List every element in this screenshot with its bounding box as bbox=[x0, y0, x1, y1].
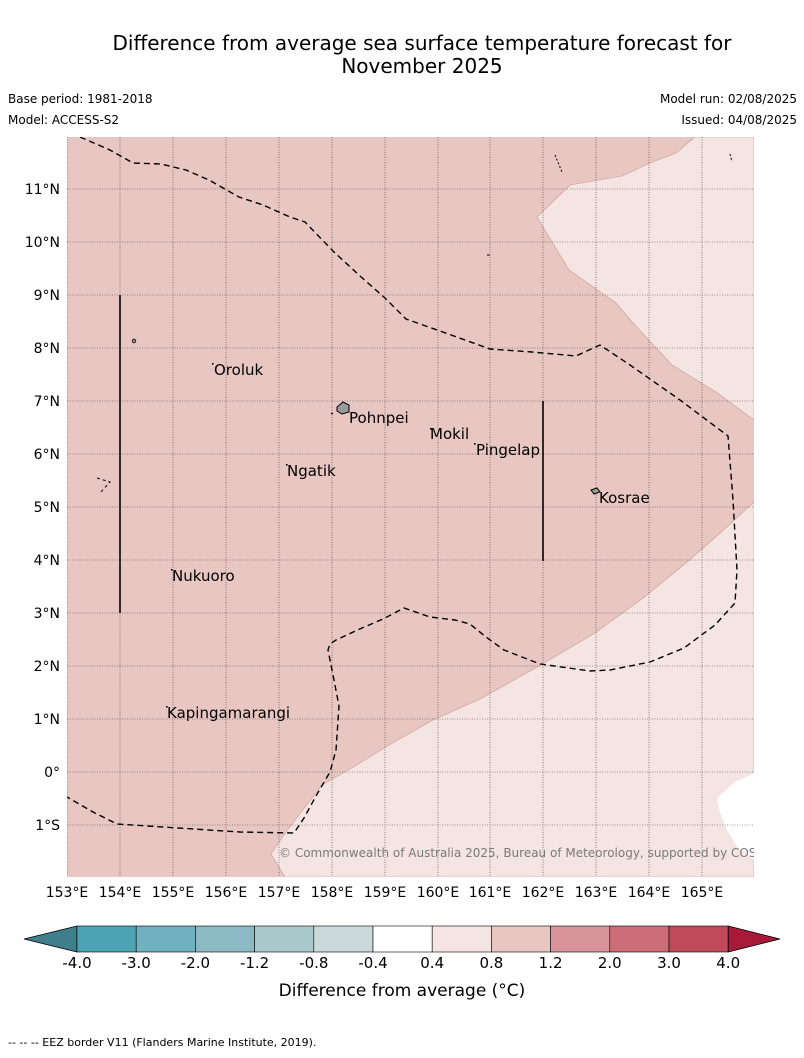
colorbar-segment bbox=[609, 925, 670, 953]
lon-label: 153°E bbox=[46, 885, 89, 901]
island-marker bbox=[474, 443, 476, 445]
lon-label: 163°E bbox=[575, 885, 618, 901]
lat-label: 11°N bbox=[25, 182, 60, 198]
colorbar-tick-label: 2.0 bbox=[597, 954, 622, 972]
colorbar-tick-label: 0.4 bbox=[420, 954, 445, 972]
colorbar bbox=[23, 925, 781, 953]
colorbar-tick-label: -3.0 bbox=[121, 954, 151, 972]
lat-label: 9°N bbox=[34, 288, 60, 304]
map-copyright: © Commonwealth of Australia 2025, Bureau… bbox=[279, 846, 784, 860]
colorbar-segment bbox=[491, 925, 551, 953]
anomaly-fill-04-08-south bbox=[270, 501, 754, 877]
colorbar-tick-label: -2.0 bbox=[180, 954, 211, 972]
lon-label: 158°E bbox=[311, 885, 354, 901]
colorbar-tick-label: 4.0 bbox=[716, 954, 741, 972]
lat-label: 5°N bbox=[34, 500, 60, 516]
model-run: Model run: 02/08/2025 bbox=[659, 92, 797, 106]
lat-label: 2°N bbox=[34, 659, 60, 675]
pohnpei-island bbox=[336, 401, 350, 415]
colorbar-extend-high bbox=[727, 925, 781, 953]
colorbar-extend-low bbox=[23, 925, 78, 953]
place-label-oroluk: Oroluk bbox=[214, 361, 263, 379]
place-label-kapingamarangi: Kapingamarangi bbox=[167, 704, 290, 722]
colorbar-tick-label: -0.8 bbox=[299, 954, 329, 972]
map-title: Difference from average sea surface temp… bbox=[0, 32, 804, 78]
lon-label: 160°E bbox=[417, 885, 460, 901]
lon-axis-labels: 153°E 154°E 155°E 156°E 157°E 158°E 159°E 160°E… bbox=[46, 885, 724, 901]
colorbar-tick-label: 1.2 bbox=[538, 954, 563, 972]
anomaly-fill-04-08-north bbox=[536, 137, 754, 421]
lat-label: 4°N bbox=[34, 553, 60, 569]
lon-label: 164°E bbox=[628, 885, 671, 901]
map-gridlines bbox=[67, 137, 754, 877]
eez-border-west bbox=[96, 477, 111, 494]
kosrae-island bbox=[590, 487, 601, 495]
colorbar-segment bbox=[550, 925, 611, 953]
lat-label: 7°N bbox=[34, 394, 60, 410]
lat-label: 8°N bbox=[34, 341, 60, 357]
map-title-line2: November 2025 bbox=[341, 54, 503, 78]
place-label-pingelap: Pingelap bbox=[476, 441, 540, 459]
map-title-line1: Difference from average sea surface temp… bbox=[112, 31, 732, 55]
lat-label: 0° bbox=[44, 765, 60, 781]
place-labels: Oroluk Pohnpei Mokil Pingelap Ngatik Kosrae Nu… bbox=[166, 361, 650, 722]
lat-label: 3°N bbox=[34, 606, 60, 622]
lon-label: 159°E bbox=[364, 885, 407, 901]
colorbar-tick-label: 0.8 bbox=[479, 954, 504, 972]
map-panel: © Commonwealth of Australia 2025, Bureau… bbox=[67, 137, 784, 877]
lon-label: 155°E bbox=[152, 885, 195, 901]
colorbar-segment bbox=[431, 925, 492, 953]
place-label-pohnpei: Pohnpei bbox=[349, 409, 409, 427]
colorbar-tick-label: 3.0 bbox=[657, 954, 681, 972]
island-marker bbox=[430, 428, 432, 430]
islet-ant bbox=[330, 412, 334, 415]
base-period: Base period: 1981-2018 bbox=[8, 92, 153, 106]
lat-axis-labels: 11°N 10°N 9°N 8°N 7°N 6°N 5°N 4°N 3°N 2°N 1°N 0° 1°S bbox=[25, 182, 60, 834]
lon-label: 165°E bbox=[681, 885, 724, 901]
colorbar-segment bbox=[254, 925, 315, 953]
islet-west bbox=[131, 338, 137, 344]
lon-label: 157°E bbox=[258, 885, 301, 901]
colorbar-segment bbox=[76, 925, 137, 953]
eez-border-north bbox=[729, 153, 733, 163]
place-label-mokil: Mokil bbox=[430, 425, 469, 443]
eez-border bbox=[67, 137, 738, 834]
eez-footnote: -- -- -- EEZ border V11 (Flanders Marine… bbox=[8, 1036, 317, 1049]
colorbar-tick-label: -0.4 bbox=[358, 954, 388, 972]
model-name: Model: ACCESS-S2 bbox=[8, 113, 120, 127]
island-marker bbox=[286, 464, 288, 466]
colorbar-segment bbox=[668, 925, 729, 953]
colorbar-label: Difference from average (°C) bbox=[278, 981, 526, 1001]
island-marker bbox=[166, 706, 168, 708]
lat-label: 1°N bbox=[34, 712, 60, 728]
lon-label: 156°E bbox=[205, 885, 248, 901]
colorbar-tick-label: -4.0 bbox=[62, 954, 92, 972]
island-marker bbox=[212, 363, 214, 365]
island-marker bbox=[171, 569, 173, 571]
lat-label: 6°N bbox=[34, 447, 60, 463]
issued-date: Issued: 04/08/2025 bbox=[681, 113, 797, 127]
anomaly-fill-neutral bbox=[717, 773, 754, 860]
colorbar-segment bbox=[195, 925, 255, 953]
lon-label: 161°E bbox=[469, 885, 512, 901]
place-label-nukuoro: Nukuoro bbox=[172, 567, 235, 585]
colorbar-segment bbox=[372, 925, 433, 953]
lat-label: 10°N bbox=[25, 235, 60, 251]
lon-label: 154°E bbox=[99, 885, 142, 901]
colorbar-tick-label: -1.2 bbox=[239, 954, 270, 972]
colorbar-segment bbox=[313, 925, 374, 953]
lat-label: 1°S bbox=[35, 818, 60, 834]
lon-label: 162°E bbox=[522, 885, 565, 901]
eez-border-north-2 bbox=[554, 154, 563, 173]
place-label-kosrae: Kosrae bbox=[599, 489, 650, 507]
colorbar-segment bbox=[135, 925, 196, 953]
place-label-ngatik: Ngatik bbox=[287, 462, 336, 480]
